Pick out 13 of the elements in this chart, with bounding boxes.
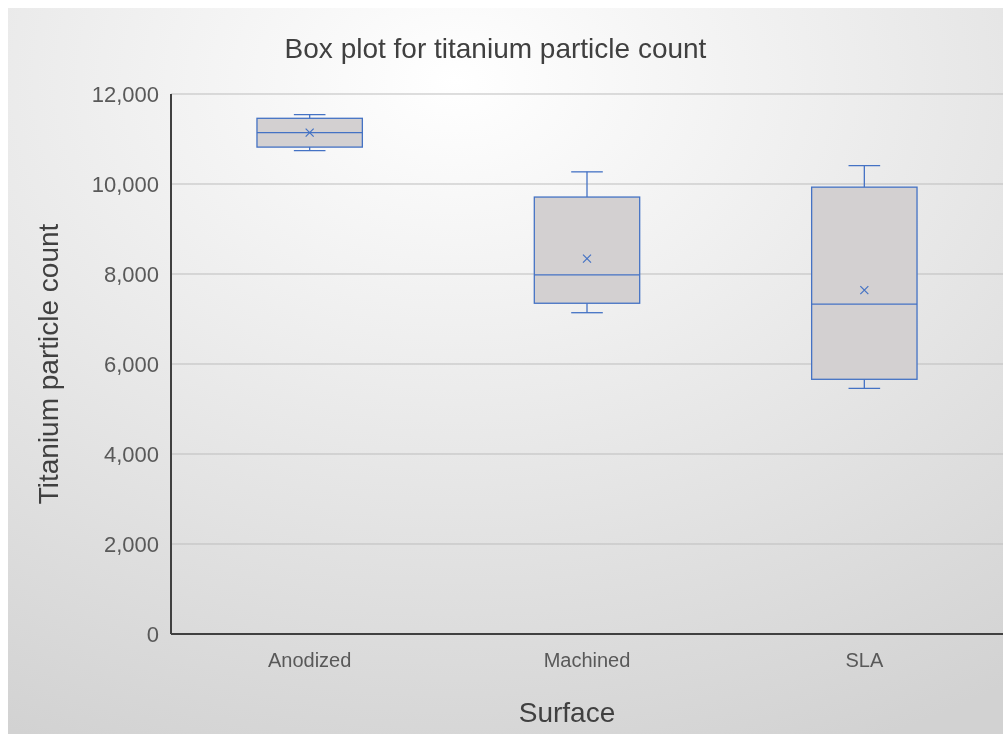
x-tick-label: Anodized [267, 649, 352, 671]
x-tick-label: SLA [845, 649, 884, 671]
x-axis-title: Surface [518, 697, 616, 728]
chart-title: Box plot for titanium particle count [284, 33, 707, 64]
y-tick-label: 10,000 [91, 171, 159, 197]
y-tick-label: 6,000 [103, 351, 159, 377]
y-tick-label: 8,000 [103, 261, 159, 287]
y-tick-label: 2,000 [103, 531, 159, 557]
y-tick-label: 12,000 [91, 81, 159, 107]
y-tick-label: 0 [146, 621, 159, 647]
y-axis-title: Titanium particle count [33, 223, 64, 505]
x-tick-label: Machined [543, 649, 631, 671]
y-tick-label: 4,000 [103, 441, 159, 467]
